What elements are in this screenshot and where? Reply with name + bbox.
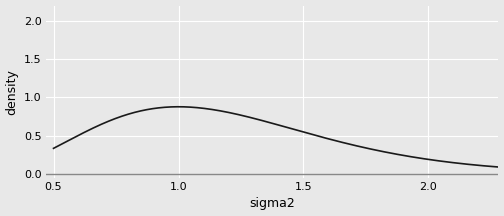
- X-axis label: sigma2: sigma2: [249, 197, 295, 210]
- Y-axis label: density: density: [6, 69, 19, 114]
